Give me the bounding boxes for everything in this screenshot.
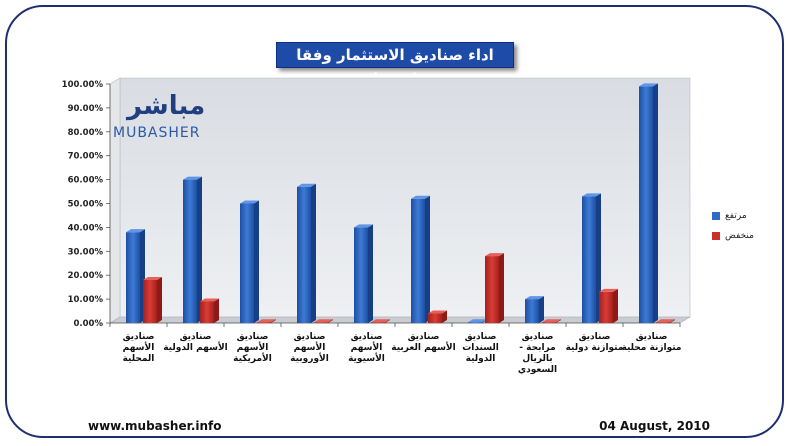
y-tick-label: 40.00% — [68, 223, 104, 233]
bar-top — [525, 296, 544, 300]
chart-legend: مرتفع منخفض — [712, 211, 754, 251]
bar-side — [425, 195, 430, 323]
bar-top — [428, 310, 447, 314]
bar-top — [371, 319, 390, 323]
legend-label-low: منخفض — [725, 231, 754, 241]
y-tick-label: 60.00% — [68, 176, 104, 186]
bar-top — [314, 319, 333, 323]
y-tick-label: 20.00% — [68, 271, 104, 281]
bar-side — [613, 288, 618, 323]
y-tick-label: 90.00% — [68, 104, 104, 114]
y-tick-label: 70.00% — [68, 152, 104, 162]
footer-date: 04 August, 2010 — [599, 419, 710, 433]
bar-top — [297, 183, 316, 187]
bar-top — [485, 253, 504, 257]
bar-side — [385, 319, 390, 323]
bar-side — [311, 183, 316, 323]
logo-english-text: MUBASHER — [113, 125, 201, 141]
footer-website: www.mubasher.info — [88, 419, 222, 433]
x-category-label: صناديق الأسهم الأوروبية — [290, 332, 329, 364]
chart-back-wall — [119, 77, 691, 318]
bar-top — [411, 195, 430, 199]
bar-top — [639, 83, 658, 87]
x-category-label: صناديق الأسهم الدولية — [163, 332, 228, 353]
bar-top — [240, 200, 259, 204]
bar-top — [200, 298, 219, 302]
bar-side — [539, 296, 544, 323]
bar-low — [371, 322, 385, 323]
bar-low — [599, 291, 613, 323]
x-category-label: صناديق السندات الدولية — [462, 332, 499, 364]
y-tick-label: 30.00% — [68, 247, 104, 257]
bar-side — [670, 319, 675, 323]
bar-side — [214, 298, 219, 323]
bar-top — [143, 276, 162, 280]
bar-top — [599, 288, 618, 292]
x-category-label: صناديق الأسهم الأمريكية — [233, 332, 272, 364]
bar-high — [297, 186, 311, 323]
bar-low — [257, 322, 271, 323]
bar-high — [582, 196, 596, 323]
x-category-label: صناديق الأسهم العربية — [391, 332, 455, 353]
bar-low — [314, 322, 328, 323]
bar-top — [126, 229, 145, 233]
bar-low — [542, 322, 556, 323]
bar-top — [542, 319, 561, 323]
bar-side — [328, 319, 333, 323]
legend-label-high: مرتفع — [725, 211, 747, 221]
x-category-label: صناديق الأسهم الأسيوية — [348, 332, 385, 364]
y-tick-label: 100.00% — [62, 80, 104, 90]
x-category-label: صناديق الأسهم المحلية — [123, 332, 155, 364]
bar-top — [257, 319, 276, 323]
legend-item-high: مرتفع — [712, 211, 754, 221]
bar-top — [656, 319, 675, 323]
bar-side — [653, 83, 658, 323]
bar-low — [428, 313, 442, 323]
bar-side — [271, 319, 276, 323]
bar-side — [368, 224, 373, 323]
bar-side — [197, 176, 202, 323]
x-category-label: صناديق متوازنة محلية — [622, 332, 682, 353]
x-category-label: صناديق مرابحة -بالريال السعودي — [518, 332, 557, 375]
bar-high — [411, 198, 425, 323]
bar-side — [254, 200, 259, 323]
mubasher-logo: مباشر MUBASHER — [113, 91, 205, 151]
bar-high — [468, 322, 482, 323]
bar-high — [126, 232, 140, 323]
legend-swatch-high — [712, 212, 720, 220]
y-tick-label: 50.00% — [68, 200, 104, 210]
y-tick-label: 80.00% — [68, 128, 104, 138]
bar-side — [499, 253, 504, 323]
bar-high — [525, 299, 539, 323]
legend-swatch-low — [712, 232, 720, 240]
y-tick-label: 10.00% — [68, 295, 104, 305]
bar-top — [183, 176, 202, 180]
legend-item-low: منخفض — [712, 231, 754, 241]
bar-top — [582, 193, 601, 197]
bar-low — [143, 279, 157, 323]
y-tick-label: 0.00% — [74, 319, 104, 329]
bar-top — [468, 319, 487, 323]
bar-high — [183, 179, 197, 323]
bar-low — [485, 256, 499, 323]
bar-side — [556, 319, 561, 323]
bar-low — [656, 322, 670, 323]
bar-side — [442, 310, 447, 323]
bar-low — [200, 301, 214, 323]
bar-high — [639, 86, 653, 323]
logo-arabic-text: مباشر — [127, 91, 206, 121]
bar-top — [354, 224, 373, 228]
bar-side — [157, 276, 162, 323]
bar-side — [596, 193, 601, 323]
bar-high — [240, 203, 254, 323]
chart-title: اداء صناديق الاستثمار وفقا لفئتها — [276, 42, 514, 88]
x-category-label: صناديق متوازنة دولية — [566, 332, 624, 353]
bar-high — [354, 227, 368, 323]
